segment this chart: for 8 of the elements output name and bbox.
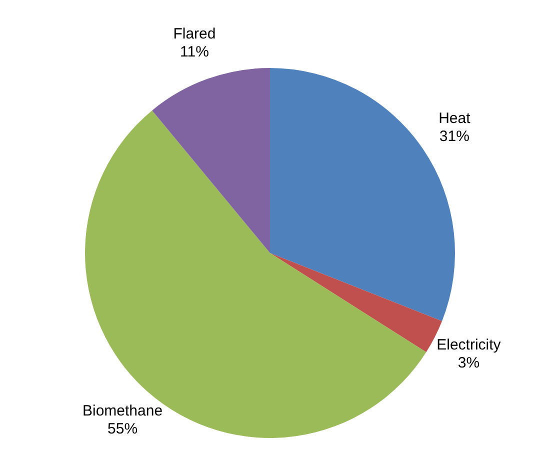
data-label: 3% — [458, 354, 480, 372]
data-label: 11% — [180, 43, 209, 60]
data-label: 31% — [439, 128, 470, 145]
slice-label: Electricity — [436, 336, 502, 354]
slice-label: Biomethane — [82, 402, 163, 420]
slice-label: Heat — [438, 110, 472, 127]
data-label: 55% — [108, 420, 138, 438]
slice-label: Flared — [173, 25, 216, 42]
